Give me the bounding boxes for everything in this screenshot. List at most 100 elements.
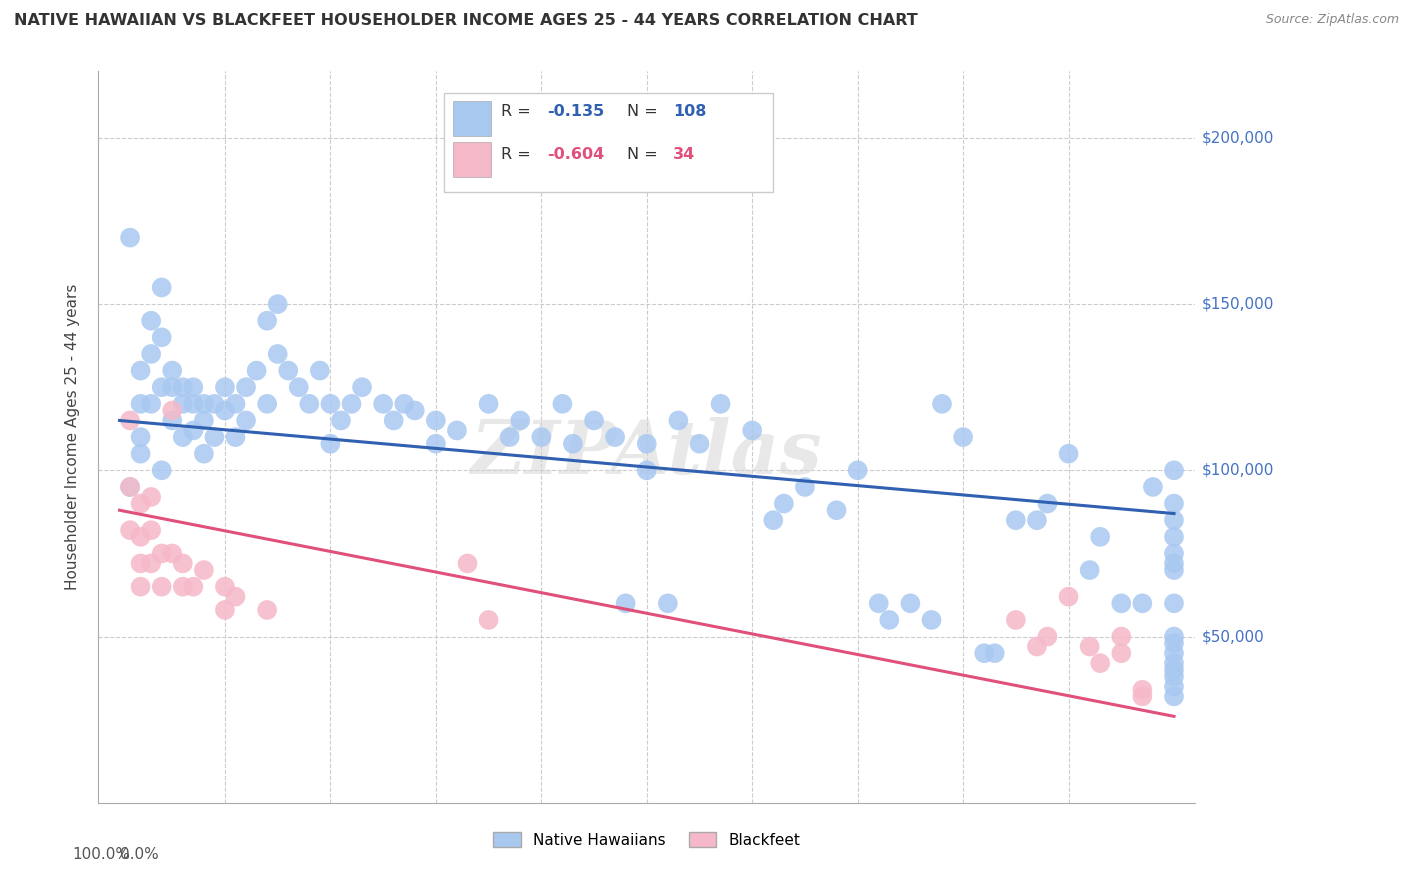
Point bbox=[256, 314, 278, 328]
Point bbox=[1036, 630, 1059, 644]
Point bbox=[1111, 630, 1133, 644]
Point bbox=[825, 503, 848, 517]
Point bbox=[1036, 497, 1059, 511]
Point bbox=[1163, 557, 1185, 571]
Point bbox=[129, 430, 152, 444]
Point bbox=[877, 613, 901, 627]
Point bbox=[214, 580, 236, 594]
Point bbox=[1078, 563, 1101, 577]
Text: $200,000: $200,000 bbox=[1202, 130, 1274, 145]
Point bbox=[162, 413, 183, 427]
Point bbox=[172, 380, 194, 394]
Point bbox=[562, 436, 585, 450]
Point bbox=[141, 397, 163, 411]
Point bbox=[204, 397, 226, 411]
Point bbox=[921, 613, 943, 627]
Point bbox=[1142, 480, 1164, 494]
Point bbox=[129, 530, 152, 544]
Point bbox=[150, 546, 173, 560]
FancyBboxPatch shape bbox=[453, 143, 491, 178]
Point bbox=[204, 430, 226, 444]
Point bbox=[141, 347, 163, 361]
Point bbox=[973, 646, 995, 660]
Point bbox=[267, 347, 290, 361]
Text: Source: ZipAtlas.com: Source: ZipAtlas.com bbox=[1265, 13, 1399, 27]
Text: -0.604: -0.604 bbox=[547, 146, 605, 161]
Point bbox=[214, 403, 236, 417]
Point bbox=[1163, 663, 1185, 677]
Point bbox=[394, 397, 416, 411]
Text: -0.135: -0.135 bbox=[547, 104, 605, 120]
Point bbox=[1005, 613, 1028, 627]
Point bbox=[846, 463, 869, 477]
Point bbox=[214, 603, 236, 617]
Text: R =: R = bbox=[501, 104, 536, 120]
Point bbox=[425, 413, 447, 427]
Point bbox=[1163, 530, 1185, 544]
Point bbox=[129, 497, 152, 511]
Point bbox=[330, 413, 353, 427]
Point bbox=[530, 430, 553, 444]
Point bbox=[183, 424, 205, 438]
Point bbox=[1163, 513, 1185, 527]
Point bbox=[1163, 463, 1185, 477]
Point bbox=[120, 480, 141, 494]
Point bbox=[214, 380, 236, 394]
Point bbox=[457, 557, 479, 571]
Point bbox=[1163, 636, 1185, 650]
Point bbox=[150, 330, 173, 344]
Point bbox=[193, 397, 215, 411]
Point bbox=[1132, 682, 1154, 697]
Point bbox=[183, 380, 205, 394]
Point bbox=[193, 563, 215, 577]
Point bbox=[1163, 669, 1185, 683]
Point bbox=[404, 403, 426, 417]
Point bbox=[162, 403, 183, 417]
Point bbox=[382, 413, 405, 427]
Point bbox=[225, 397, 247, 411]
Point bbox=[129, 363, 152, 377]
Point bbox=[225, 430, 247, 444]
Point bbox=[141, 557, 163, 571]
Point bbox=[1111, 646, 1133, 660]
Point bbox=[340, 397, 363, 411]
Point bbox=[172, 557, 194, 571]
Point bbox=[256, 603, 278, 617]
Point bbox=[689, 436, 711, 450]
Point bbox=[551, 397, 574, 411]
Point bbox=[1163, 596, 1185, 610]
Point bbox=[193, 447, 215, 461]
Text: $100,000: $100,000 bbox=[1202, 463, 1274, 478]
Y-axis label: Householder Income Ages 25 - 44 years: Householder Income Ages 25 - 44 years bbox=[65, 284, 80, 591]
Point bbox=[1163, 680, 1185, 694]
Point bbox=[741, 424, 763, 438]
Point bbox=[1163, 690, 1185, 704]
Point bbox=[1163, 497, 1185, 511]
Point bbox=[931, 397, 953, 411]
Point bbox=[773, 497, 796, 511]
Point bbox=[1163, 656, 1185, 670]
Point bbox=[150, 463, 173, 477]
Point bbox=[1057, 590, 1080, 604]
Point bbox=[129, 557, 152, 571]
Text: 108: 108 bbox=[673, 104, 706, 120]
Point bbox=[225, 590, 247, 604]
Point bbox=[193, 413, 215, 427]
Point bbox=[425, 436, 447, 450]
Point bbox=[183, 580, 205, 594]
Point bbox=[509, 413, 531, 427]
Point bbox=[277, 363, 299, 377]
Text: 34: 34 bbox=[673, 146, 696, 161]
Point bbox=[952, 430, 974, 444]
Point bbox=[141, 314, 163, 328]
Point bbox=[150, 280, 173, 294]
Text: N =: N = bbox=[627, 104, 662, 120]
Point bbox=[235, 380, 257, 394]
Point bbox=[120, 230, 141, 244]
Point bbox=[1163, 630, 1185, 644]
Point bbox=[668, 413, 690, 427]
Point bbox=[636, 436, 658, 450]
Point bbox=[172, 397, 194, 411]
Point bbox=[1163, 563, 1185, 577]
Point bbox=[162, 363, 183, 377]
